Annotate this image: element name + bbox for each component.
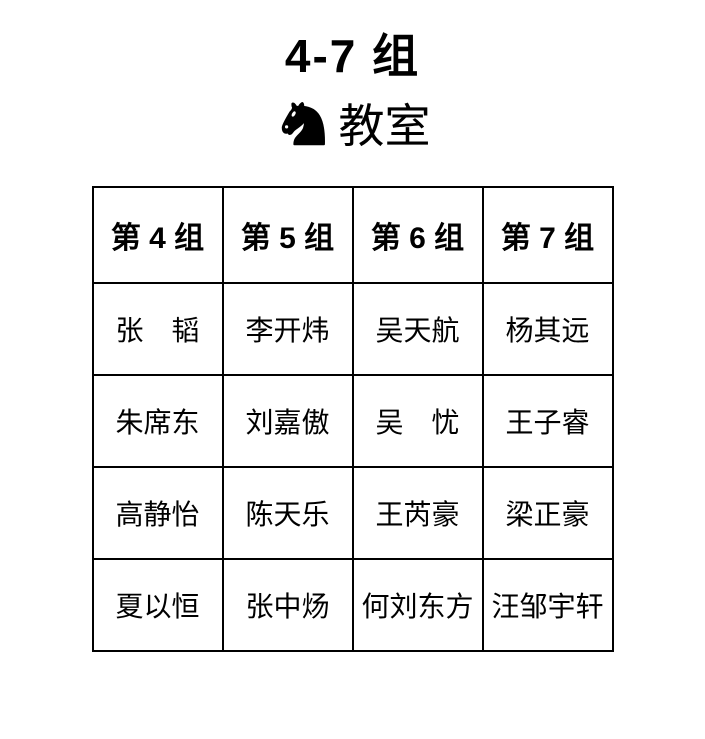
table-row: 夏以恒 张中炀 何刘东方 汪邹宇轩 [93,559,613,651]
cell: 张中炀 [223,559,353,651]
cell: 高静怡 [93,467,223,559]
cell: 汪邹宇轩 [483,559,613,651]
cell: 梁正豪 [483,467,613,559]
cell: 李开炜 [223,283,353,375]
cell: 王芮豪 [353,467,483,559]
cell: 朱席东 [93,375,223,467]
cell: 何刘东方 [353,559,483,651]
table-header-row: 第 4 组 第 5 组 第 6 组 第 7 组 [93,187,613,283]
cell: 陈天乐 [223,467,353,559]
col-header-2: 第 5 组 [223,187,353,283]
cell: 刘嘉傲 [223,375,353,467]
col-header-1: 第 4 组 [93,187,223,283]
page-title-line2: 教室 [0,90,705,156]
cell: 张 韬 [93,283,223,375]
table-row: 张 韬 李开炜 吴天航 杨其远 [93,283,613,375]
table-wrap: 第 4 组 第 5 组 第 6 组 第 7 组 张 韬 李开炜 吴天航 杨其远 … [0,186,705,652]
table-row: 朱席东 刘嘉傲 吴 忧 王子睿 [93,375,613,467]
col-header-4: 第 7 组 [483,187,613,283]
group-table: 第 4 组 第 5 组 第 6 组 第 7 组 张 韬 李开炜 吴天航 杨其远 … [92,186,614,652]
page-title-line1: 4-7 组 [0,20,705,86]
col-header-3: 第 6 组 [353,187,483,283]
knight-icon [275,94,333,152]
cell: 吴天航 [353,283,483,375]
page-container: 4-7 组 教室 第 4 组 第 5 组 第 6 组 第 7 组 [0,0,705,652]
cell: 杨其远 [483,283,613,375]
table-row: 高静怡 陈天乐 王芮豪 梁正豪 [93,467,613,559]
cell: 夏以恒 [93,559,223,651]
cell: 王子睿 [483,375,613,467]
page-title-line2-text: 教室 [339,90,431,156]
cell: 吴 忧 [353,375,483,467]
